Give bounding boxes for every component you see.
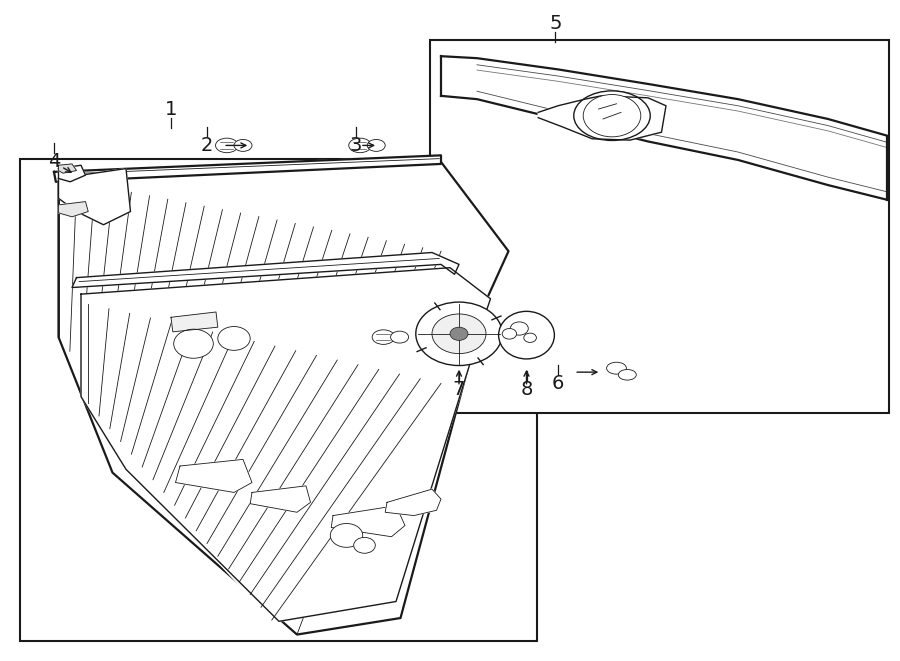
Polygon shape <box>176 459 252 492</box>
Polygon shape <box>538 96 666 140</box>
Circle shape <box>583 95 641 137</box>
Text: 1: 1 <box>165 100 177 118</box>
Polygon shape <box>171 312 218 332</box>
Text: 5: 5 <box>549 14 562 32</box>
Text: 2: 2 <box>201 136 213 155</box>
Ellipse shape <box>618 369 636 380</box>
Polygon shape <box>385 489 441 516</box>
Polygon shape <box>331 506 405 537</box>
Ellipse shape <box>216 138 238 153</box>
Circle shape <box>330 524 363 547</box>
Circle shape <box>432 314 486 354</box>
Polygon shape <box>441 56 886 200</box>
Text: 8: 8 <box>520 381 533 399</box>
Text: 4: 4 <box>48 153 60 171</box>
Ellipse shape <box>574 91 650 141</box>
Circle shape <box>354 537 375 553</box>
Text: 3: 3 <box>349 136 362 155</box>
Polygon shape <box>88 278 484 620</box>
Ellipse shape <box>499 311 554 359</box>
Bar <box>20 159 537 641</box>
Circle shape <box>174 329 213 358</box>
Text: 7: 7 <box>453 381 465 399</box>
Polygon shape <box>54 155 441 182</box>
Polygon shape <box>58 162 508 635</box>
Polygon shape <box>58 164 76 173</box>
Polygon shape <box>72 253 459 288</box>
Bar <box>430 40 889 413</box>
Ellipse shape <box>391 331 409 343</box>
Polygon shape <box>58 202 88 217</box>
Polygon shape <box>58 169 130 225</box>
Ellipse shape <box>607 362 626 374</box>
Circle shape <box>510 322 528 335</box>
Ellipse shape <box>348 138 371 153</box>
Ellipse shape <box>367 139 385 151</box>
Circle shape <box>524 333 536 342</box>
Text: 6: 6 <box>552 374 564 393</box>
Ellipse shape <box>373 330 394 344</box>
Circle shape <box>502 329 517 339</box>
Circle shape <box>218 327 250 350</box>
Polygon shape <box>58 165 86 182</box>
Ellipse shape <box>234 139 252 151</box>
Circle shape <box>450 327 468 340</box>
Circle shape <box>416 302 502 366</box>
Polygon shape <box>250 486 310 512</box>
Polygon shape <box>81 268 491 621</box>
